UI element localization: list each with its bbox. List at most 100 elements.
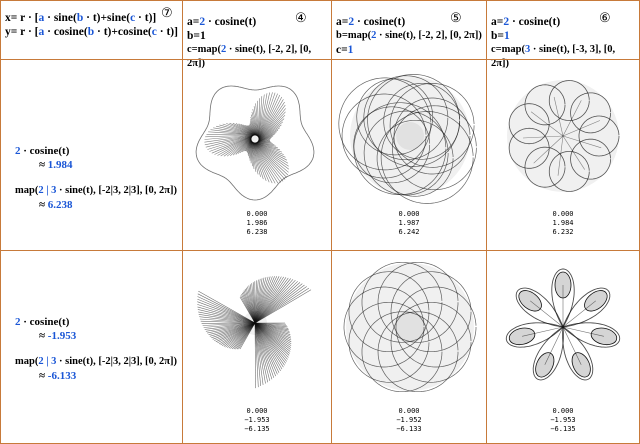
- flower-plot: [507, 80, 620, 192]
- value-3: −6.135: [244, 425, 270, 433]
- pinwheel-line: [254, 276, 275, 324]
- col3-mark: ⑥: [599, 10, 611, 25]
- pinwheel-line: [197, 293, 256, 324]
- value-2: 1.986: [246, 219, 268, 227]
- pinwheel-line: [199, 318, 256, 324]
- rosette-loop: [395, 286, 477, 368]
- curve-line: [251, 141, 289, 176]
- pinwheel-line: [254, 322, 288, 360]
- pinwheel-line: [254, 283, 303, 324]
- row1-a-approx: ≈: [39, 159, 48, 171]
- curve-line: [258, 92, 270, 141]
- formula-x-end: · t)]: [135, 12, 157, 24]
- curve-line: [258, 92, 276, 141]
- pinwheel-line: [254, 322, 259, 388]
- col3-b-prefix: b=: [491, 30, 504, 42]
- curve-line: [251, 141, 284, 182]
- row1-b-rest: · sine(t), [-2|3, 2|3], [0, 2π]): [56, 185, 178, 196]
- col2-a-rest: · cosine(t): [354, 16, 406, 28]
- value-2: 1.984: [552, 219, 574, 227]
- rosette-loop: [390, 271, 472, 353]
- pinwheel-line: [198, 314, 256, 324]
- petal-fill: [535, 352, 555, 378]
- petal-stem: [562, 326, 582, 365]
- col2-a-line: a=2 · cosine(t): [336, 15, 482, 29]
- col1-a-prefix: a=: [187, 16, 200, 28]
- col2-a-num: 2: [348, 16, 355, 28]
- center-shade: [394, 311, 426, 343]
- petal-fill: [518, 290, 542, 312]
- formula-y: y= r · [a · cosine(b · t)+cosine(c · t)]: [5, 25, 178, 39]
- rosette-loop: [363, 75, 449, 161]
- formula-x-prefix: x= r · [: [5, 12, 39, 24]
- pinwheel-line: [198, 290, 256, 324]
- pinwheel-line: [254, 322, 278, 375]
- value-1: 0.000: [246, 210, 268, 218]
- petal: [515, 287, 564, 328]
- curve-line: [251, 140, 270, 183]
- curve-line: [257, 100, 260, 140]
- col1-a-rest: · cosine(t): [205, 16, 257, 28]
- pinwheel-line: [197, 296, 256, 324]
- rosette-plot: [343, 261, 477, 393]
- value-3: 6.238: [246, 228, 268, 236]
- curve-line: [204, 134, 255, 140]
- row2-b-approx: ≈: [39, 370, 48, 382]
- pinwheel-line: [254, 277, 289, 324]
- row2-plot-2-values: 0.000 −1.952 −6.133: [332, 407, 486, 434]
- col3-b-num: 1: [503, 30, 510, 42]
- rosette-loop: [367, 74, 460, 167]
- pinwheel-line: [199, 316, 256, 324]
- col2-b-line: b=map(2 · sine(t), [-2, 2], [0, 2π]): [336, 29, 482, 43]
- curve-line: [258, 94, 265, 140]
- pinwheel-line: [211, 322, 256, 339]
- formula-y-mid: · cosine(: [44, 26, 88, 38]
- flower-spoke: [557, 135, 564, 176]
- pinwheel-line: [254, 277, 265, 324]
- spiral-plot: [195, 85, 315, 201]
- rosette-loop: [383, 82, 461, 160]
- pinwheel-line: [204, 322, 256, 330]
- pinwheel-line: [205, 322, 256, 332]
- row1-plot-3-values: 0.000 1.984 6.232: [487, 210, 639, 237]
- row2-plot-1: 0.000 −1.953 −6.135: [182, 250, 332, 444]
- petal-stem: [522, 326, 564, 337]
- curve-line: [258, 92, 273, 141]
- pinwheel-line: [198, 311, 256, 324]
- rosette-loop: [348, 301, 430, 383]
- col1-c-rest: · sine(t), [-2, 2], [0, 2π]): [187, 44, 312, 69]
- col1-c-prefix: c=map(: [187, 44, 221, 55]
- row1-plot-1-values: 0.000 1.986 6.238: [183, 210, 331, 237]
- curve-line: [204, 134, 255, 146]
- flower-loop: [570, 92, 611, 134]
- pinwheel-line: [254, 322, 291, 352]
- col3-c-rest: · sine(t), [-3, 3], [0, 2π]): [491, 44, 616, 69]
- curve-line: [258, 96, 283, 142]
- row2-plot-3-values: 0.000 −1.953 −6.135: [487, 407, 639, 434]
- pinwheel-line: [254, 322, 291, 350]
- curve-line: [258, 94, 281, 142]
- col1-a-num: 2: [199, 16, 206, 28]
- rosette-loop: [361, 261, 443, 343]
- center-shade: [245, 129, 265, 149]
- rosette-loop: [338, 77, 432, 171]
- formula-x-c: c: [130, 12, 136, 24]
- curve-line: [207, 134, 255, 150]
- col1-c-line: c=map(2 · sine(t), [-2, 2], [0, 2π]): [187, 43, 327, 71]
- col3-c-prefix: c=map(: [491, 44, 525, 55]
- center-shade: [243, 311, 267, 335]
- pinwheel-line: [254, 276, 280, 324]
- pinwheel-line: [197, 309, 256, 324]
- pinwheel-line: [254, 322, 281, 372]
- pinwheel-line: [254, 322, 285, 366]
- col3-a-num: 2: [503, 16, 510, 28]
- value-1: 0.000: [552, 407, 574, 415]
- pinwheel-line: [197, 306, 256, 324]
- value-1: 0.000: [552, 210, 574, 218]
- flower-loop: [508, 103, 550, 145]
- row2-a-val: -1.953: [47, 330, 77, 342]
- pinwheel-line: [254, 284, 305, 324]
- curve-line: [257, 101, 285, 142]
- pinwheel-line: [254, 322, 284, 368]
- curve-line: [206, 134, 256, 136]
